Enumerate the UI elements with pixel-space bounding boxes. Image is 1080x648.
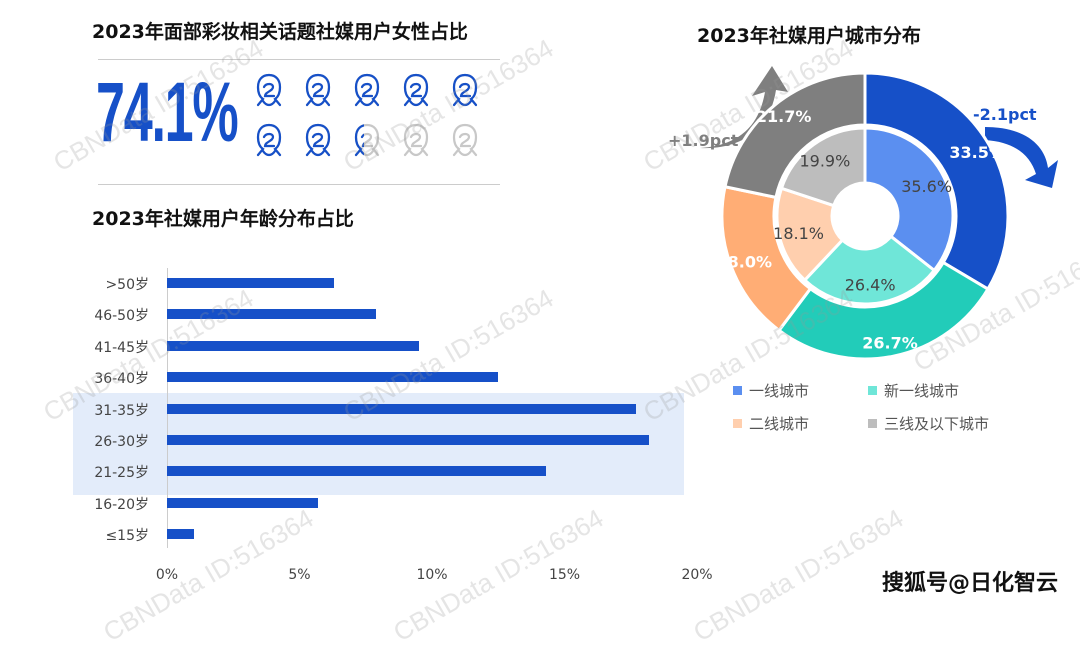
legend-label: 三线及以下城市	[884, 415, 990, 433]
female-icon	[252, 122, 292, 172]
legend-item: 二线城市	[733, 413, 809, 434]
legend-swatch	[733, 386, 742, 395]
age-category-label: ≤15岁	[105, 528, 149, 545]
age-bar	[167, 372, 499, 383]
age-chart-title: 2023年社媒用户年龄分布占比	[92, 208, 354, 230]
age-bar	[167, 435, 650, 445]
age-category-label: 26-30岁	[94, 434, 149, 450]
female-share-title: 2023年面部彩妆相关话题社媒用户女性占比	[92, 21, 468, 43]
female-icon	[350, 122, 390, 172]
x-tick-label: 5%	[288, 567, 311, 583]
change-down-label: -2.1pct	[973, 105, 1037, 124]
age-bar	[167, 466, 546, 477]
female-icon	[301, 72, 341, 122]
female-icon	[252, 72, 292, 122]
female-icon	[448, 122, 488, 172]
svg-text:18.1%: 18.1%	[773, 224, 824, 243]
city-donut-chart: 33.5% 26.7% 18.0% 21.7% 35.6% 26.4% 18.1% 19.9%	[700, 66, 1058, 361]
x-tick-label: 0%	[155, 567, 179, 583]
legend-item: 新一线城市	[868, 380, 959, 401]
age-category-label: 36-40岁	[94, 371, 149, 388]
divider-bottom	[98, 184, 500, 185]
x-tick-label: 15%	[548, 567, 581, 583]
female-icon	[399, 72, 439, 122]
age-bar	[167, 497, 319, 508]
age-category-label: >50岁	[105, 277, 149, 293]
svg-text:21.7%: 21.7%	[756, 107, 812, 126]
age-category-label: 16-20岁	[94, 496, 149, 513]
x-tick-label: 20%	[681, 567, 713, 583]
svg-text:26.4%: 26.4%	[845, 275, 896, 294]
legend-swatch	[868, 419, 877, 428]
female-icon-grid	[252, 72, 488, 172]
female-icon	[399, 122, 439, 172]
age-category-label: 31-35岁	[94, 402, 149, 419]
footer-credit: 搜狐号@日化智云	[882, 571, 1059, 596]
age-category-label: 41-45岁	[94, 339, 149, 356]
age-bar	[167, 309, 377, 320]
age-bar	[167, 529, 194, 540]
svg-text:35.6%: 35.6%	[901, 177, 952, 196]
female-icon	[350, 72, 390, 122]
svg-text:18.0%: 18.0%	[717, 252, 773, 271]
svg-text:19.9%: 19.9%	[799, 151, 850, 170]
age-category-label: 21-25岁	[94, 465, 149, 482]
legend-label: 一线城市	[749, 382, 810, 400]
female-icon	[301, 122, 341, 172]
age-bar	[167, 278, 334, 288]
svg-text:33.5%: 33.5%	[949, 143, 1005, 162]
legend-swatch	[868, 386, 877, 395]
age-bar	[167, 340, 419, 351]
legend-swatch	[733, 419, 742, 428]
x-tick-label: 10%	[416, 567, 448, 583]
svg-text:26.7%: 26.7%	[862, 334, 918, 353]
age-bar	[167, 403, 637, 414]
city-chart-title: 2023年社媒用户城市分布	[697, 25, 921, 47]
age-category-label: 46-50岁	[94, 308, 149, 325]
female-icon	[448, 72, 488, 122]
legend-item: 一线城市	[733, 380, 809, 401]
legend-item: 三线及以下城市	[868, 413, 989, 434]
divider-top	[98, 59, 500, 60]
legend-label: 新一线城市	[884, 382, 960, 400]
female-share-value: 74.1%	[96, 65, 239, 159]
legend-label: 二线城市	[749, 415, 810, 433]
change-up-label: +1.9pct	[668, 131, 739, 150]
